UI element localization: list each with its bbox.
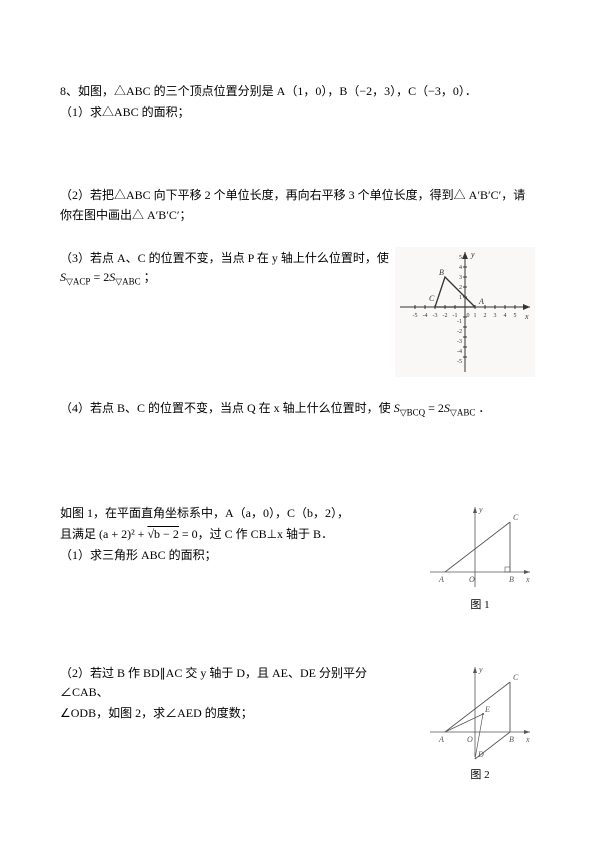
svg-text:B: B [509,575,514,584]
q9-sqrt-arg: b − 2 [154,527,179,541]
q9-part2b: ∠ODB，如图 2，求∠AED 的度数； [60,704,405,723]
svg-text:4: 4 [504,313,507,319]
q9-stem2-pre: 且满足 (a + 2)² + [60,527,147,541]
q8-p3-pre: （3）若点 A、C 的位置不变，当点 P 在 y 轴上什么位置时，使 [60,251,389,265]
svg-text:2: 2 [459,285,462,291]
q8-p3-eq-lsub: ▽ACP [66,276,90,286]
svg-text:-5: -5 [413,313,418,319]
q8-part2: （2）若把△ABC 向下平移 2 个单位长度，再向右平移 3 个单位长度，得到△… [60,186,535,224]
q8-p3-eq-rsub: ▽ABC [115,276,140,286]
svg-text:-1: -1 [457,319,462,325]
svg-text:y: y [478,665,483,674]
svg-text:-5: -5 [457,359,462,365]
svg-text:y: y [470,250,475,259]
svg-text:O: O [467,735,473,744]
svg-text:x: x [525,575,530,584]
svg-text:-3: -3 [457,339,462,345]
q8-p4-pre: （4）若点 B、C 的位置不变，当点 Q 在 x 轴上什么位置时，使 [60,401,394,415]
q8-p4-eq-rsub: ▽ABC [450,407,475,417]
svg-text:B: B [439,268,444,277]
svg-text:D: D [477,750,484,759]
svg-text:3: 3 [459,275,462,281]
svg-text:5: 5 [514,313,517,319]
svg-text:E: E [484,705,490,714]
figure-1: A B C O x y [425,502,535,592]
svg-text:-4: -4 [457,349,462,355]
svg-text:C: C [513,673,519,682]
svg-text:5: 5 [459,255,462,261]
q8-stem: 8、如图，△ABC 的三个顶点位置分别是 A（1，0），B（−2，3），C（−3… [60,82,535,101]
svg-text:-3: -3 [433,313,438,319]
svg-text:1: 1 [474,313,477,319]
svg-text:-2: -2 [443,313,448,319]
svg-text:O: O [469,575,475,584]
svg-text:3: 3 [494,313,497,319]
q8-p3-post: ； [144,270,156,284]
svg-text:A: A [478,297,484,306]
svg-text:x: x [525,735,530,744]
q9-stem2: 且满足 (a + 2)² + √b − 2 = 0，过 C 作 CB⊥x 轴于 … [60,525,405,544]
q8-p4-post: ． [478,401,490,415]
figure-2-caption: 图 2 [425,766,535,782]
svg-text:1: 1 [459,295,462,301]
svg-text:x: x [524,312,529,321]
svg-text:B: B [509,735,514,744]
svg-text:-4: -4 [423,313,428,319]
q8-p4-eq-lsub: ▽BCQ [400,407,425,417]
q8-part1: （1）求△ABC 的面积； [60,103,535,122]
svg-text:2: 2 [484,313,487,319]
q9-stem2-post: = 0，过 C 作 CB⊥x 轴于 B． [179,527,333,541]
q9-stem1: 如图 1，在平面直角坐标系中，A（a，0），C（b，2）， [60,504,405,523]
figure-2: A B C O D E x y [425,662,535,762]
q8-part4: （4）若点 B、C 的位置不变，当点 Q 在 x 轴上什么位置时，使 S▽BCQ… [60,399,535,420]
svg-text:C: C [429,294,435,303]
svg-text:A: A [438,735,444,744]
coordinate-graph-1: -5-4-3 -2-10 123 45 123 45 -1-2-3 -4-5 A… [395,247,535,377]
svg-text:-2: -2 [457,329,462,335]
q9-part1: （1）求三角形 ABC 的面积； [60,546,405,565]
svg-text:0: 0 [467,313,470,319]
svg-text:C: C [513,513,519,522]
svg-text:4: 4 [459,265,462,271]
figure-1-caption: 图 1 [425,596,535,612]
q9-part2a: （2）若过 B 作 BD∥AC 交 y 轴于 D，且 AE、DE 分别平分∠CA… [60,664,405,702]
q8-p3-eq-mid: = 2 [93,270,109,284]
svg-text:A: A [438,575,444,584]
q8-p4-eq-mid: = 2 [428,401,444,415]
q8-part3: （3）若点 A、C 的位置不变，当点 P 在 y 轴上什么位置时，使 S▽ACP… [60,249,395,289]
svg-text:y: y [478,505,483,514]
